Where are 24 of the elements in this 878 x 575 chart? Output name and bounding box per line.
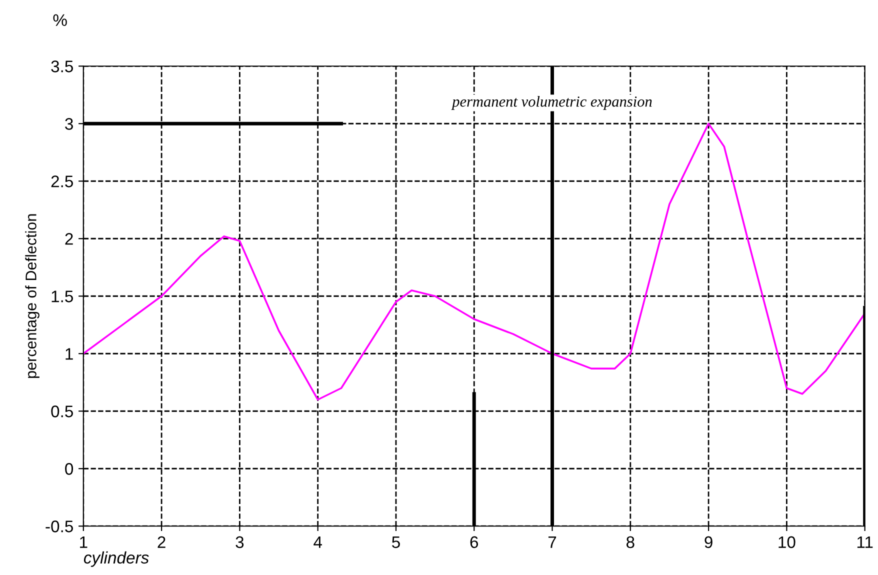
x-axis-title: cylinders xyxy=(84,551,149,567)
x-tick-label: 7 xyxy=(548,536,556,548)
x-tick-label: 11 xyxy=(857,536,873,548)
x-tick-label: 1 xyxy=(80,536,88,548)
y-tick-label: 1 xyxy=(66,348,73,360)
y-tick-label: 0.5 xyxy=(51,406,73,418)
y-tick-label: -0.5 xyxy=(46,520,73,532)
y-tick-label: 3.5 xyxy=(51,60,73,72)
x-tick-label: 10 xyxy=(778,536,796,548)
x-tick-label: 6 xyxy=(470,536,478,548)
x-tick-label: 4 xyxy=(314,536,322,548)
x-tick-label: 8 xyxy=(626,536,634,548)
text: % xyxy=(53,14,67,26)
y-tick-label: 3 xyxy=(65,118,73,130)
y-tick-label: 2.5 xyxy=(51,176,73,188)
x-tick-label: 3 xyxy=(236,536,244,548)
y-tick-label: 1.5 xyxy=(52,290,73,302)
x-tick-label: 9 xyxy=(704,536,712,548)
ref-line-label: permanent volumetric expansion xyxy=(451,96,652,110)
y-tick-label: 0 xyxy=(65,463,74,475)
x-tick-label: 5 xyxy=(392,536,400,548)
y-axis-title: percentage of Deflection xyxy=(25,214,40,378)
y-tick-label: 2 xyxy=(65,233,73,245)
x-tick-label: 2 xyxy=(158,536,166,548)
